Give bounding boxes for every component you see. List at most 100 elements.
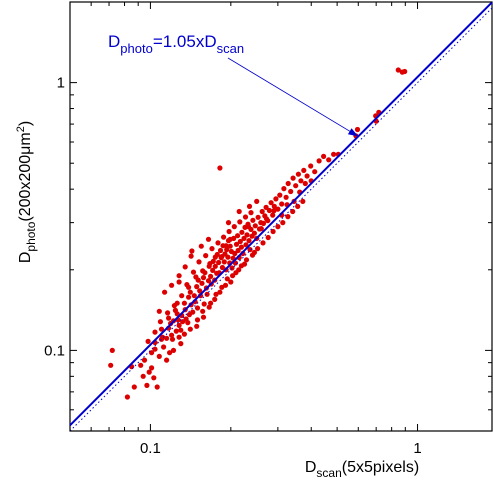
data-point — [178, 341, 184, 347]
data-point — [235, 233, 241, 239]
data-point — [164, 335, 170, 341]
data-point — [260, 240, 266, 246]
data-point — [194, 323, 200, 329]
data-point — [207, 261, 213, 267]
fit-line — [69, 1, 493, 427]
data-point — [226, 228, 232, 235]
data-point — [243, 257, 250, 263]
data-point — [198, 243, 204, 249]
annotation-text: =1.05xD — [153, 32, 217, 51]
data-point — [246, 238, 252, 244]
x-axis-label-sub: scan — [316, 466, 341, 480]
data-point — [149, 350, 155, 356]
axis-ticks — [69, 1, 492, 432]
data-point — [162, 289, 168, 295]
data-point — [225, 254, 231, 260]
data-point — [217, 165, 223, 171]
data-point — [266, 207, 272, 214]
data-point — [238, 244, 244, 250]
data-point — [275, 206, 281, 212]
data-point — [295, 171, 301, 177]
data-point — [222, 282, 229, 288]
data-point — [200, 275, 207, 281]
data-point — [283, 194, 289, 200]
data-point — [189, 248, 195, 254]
data-point — [354, 126, 361, 133]
data-point — [263, 204, 269, 210]
data-point — [149, 365, 155, 371]
data-point — [156, 308, 162, 314]
data-point — [277, 192, 283, 198]
data-point — [221, 259, 227, 265]
data-point — [191, 293, 197, 299]
data-point — [249, 252, 256, 258]
x-axis-label-rest: (5x5pixels) — [342, 459, 419, 476]
data-point — [176, 322, 182, 328]
data-point — [173, 328, 179, 334]
data-point — [206, 304, 212, 310]
data-point — [228, 279, 234, 285]
data-point — [290, 208, 296, 215]
data-point — [271, 208, 277, 214]
data-point — [210, 267, 216, 273]
data-point — [171, 303, 177, 309]
data-point — [230, 273, 236, 279]
y-axis-label-close: ) — [17, 121, 34, 126]
y-axis-label-main: D — [17, 252, 34, 264]
data-point — [154, 384, 160, 390]
data-point — [201, 301, 207, 307]
data-point — [285, 214, 291, 220]
data-point — [326, 157, 332, 163]
data-point — [238, 263, 244, 269]
data-point — [268, 200, 274, 206]
fit-lines — [69, 1, 493, 432]
data-point — [302, 180, 308, 187]
data-point — [179, 293, 185, 299]
fit-annotation: Dphoto=1.05xDscan — [108, 32, 244, 56]
data-point — [200, 268, 206, 274]
data-point — [250, 217, 256, 223]
data-point — [239, 229, 245, 235]
y-axis-label: Dphoto(200x200μm2) — [15, 121, 38, 263]
data-point — [185, 320, 191, 326]
data-point — [141, 357, 148, 363]
data-point — [176, 279, 182, 285]
data-point — [255, 246, 261, 252]
data-point — [159, 334, 166, 340]
data-point — [144, 382, 150, 388]
data-point — [212, 254, 218, 260]
data-point — [402, 68, 408, 75]
data-point — [131, 384, 137, 390]
data-point — [181, 300, 187, 306]
data-point — [200, 308, 206, 314]
data-point — [258, 226, 264, 232]
data-point — [279, 201, 285, 207]
annotation-subscript: scan — [217, 41, 244, 56]
data-point — [229, 265, 235, 271]
data-point — [145, 338, 151, 344]
data-point — [224, 276, 230, 282]
data-point — [225, 220, 232, 226]
data-point — [280, 220, 286, 226]
data-point — [243, 242, 249, 248]
data-point — [237, 219, 243, 225]
data-point — [161, 344, 167, 350]
data-point — [213, 291, 219, 297]
data-point — [244, 232, 250, 238]
data-point — [221, 234, 227, 240]
data-point — [236, 208, 242, 215]
data-point — [174, 311, 180, 317]
data-point — [169, 282, 175, 288]
annotation-subscript: photo — [120, 41, 153, 56]
data-point — [187, 326, 193, 332]
data-point — [176, 273, 182, 279]
data-point — [321, 153, 327, 159]
data-point — [271, 203, 277, 209]
x-tick-label: 1 — [413, 440, 421, 457]
data-point — [187, 289, 193, 295]
data-point — [281, 186, 287, 192]
data-point — [308, 163, 314, 169]
data-point — [295, 203, 301, 209]
data-point — [164, 357, 170, 363]
plot-area — [69, 1, 493, 432]
